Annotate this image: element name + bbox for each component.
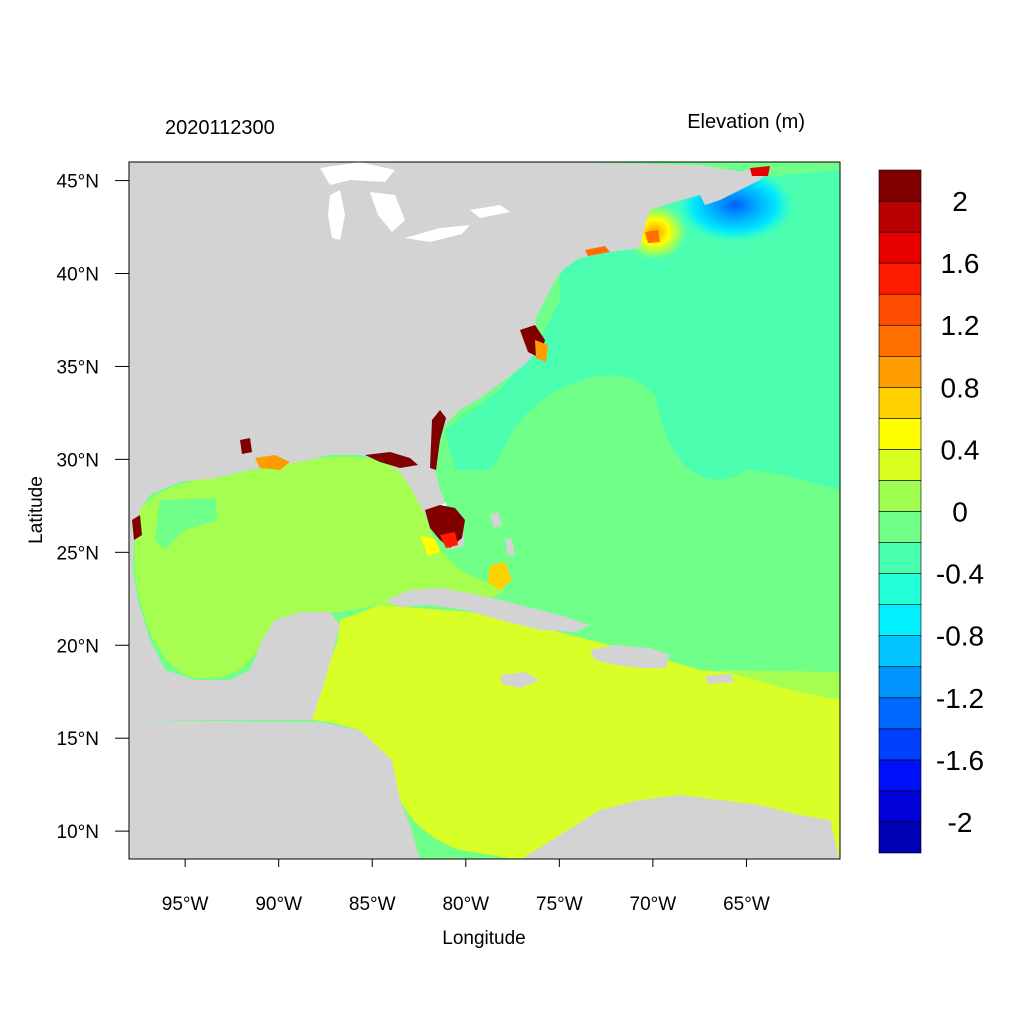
colorbar-swatch bbox=[879, 822, 921, 853]
colorbar-swatch bbox=[879, 449, 921, 480]
x-tick-label: 95°W bbox=[162, 894, 209, 915]
y-tick-label: 25°N bbox=[57, 543, 99, 564]
x-tick-label: 75°W bbox=[536, 894, 583, 915]
colorbar-swatch bbox=[879, 729, 921, 760]
colorbar-swatch bbox=[879, 201, 921, 232]
colorbar-swatch bbox=[879, 574, 921, 605]
colorbar-swatch bbox=[879, 294, 921, 325]
colorbar-label: -0.8 bbox=[936, 621, 984, 652]
colorbar-swatch bbox=[879, 636, 921, 667]
y-axis-label: Latitude bbox=[26, 476, 47, 544]
y-tick-label: 35°N bbox=[57, 357, 99, 378]
x-tick-label: 70°W bbox=[630, 894, 677, 915]
y-tick-label: 15°N bbox=[57, 729, 99, 750]
colorbar-label: 0.8 bbox=[941, 372, 980, 403]
x-tick-label: 65°W bbox=[723, 894, 770, 915]
colorbar-swatch bbox=[879, 480, 921, 511]
colorbar-swatch bbox=[879, 698, 921, 729]
colorbar-label: 1.6 bbox=[941, 248, 980, 279]
colorbar-label: -2 bbox=[948, 807, 973, 838]
colorbar-swatch bbox=[879, 605, 921, 636]
colorbar-swatch bbox=[879, 263, 921, 294]
colorbar: 2 1.6 1.2 0.8 0.4 0 -0.4 -0.8 -1.2 -1.6 -2 bbox=[879, 170, 984, 853]
colorbar-label: 1.2 bbox=[941, 310, 980, 341]
map-plot-area bbox=[129, 162, 840, 860]
colorbar-swatch bbox=[879, 667, 921, 698]
colorbar-label: 2 bbox=[952, 186, 968, 217]
colorbar-swatch bbox=[879, 232, 921, 263]
colorbar-swatch bbox=[879, 512, 921, 543]
y-tick-label: 30°N bbox=[57, 450, 99, 471]
colorbar-label: -1.6 bbox=[936, 745, 984, 776]
colorbar-swatch bbox=[879, 387, 921, 418]
colorbar-swatch bbox=[879, 325, 921, 356]
y-tick-label: 20°N bbox=[57, 636, 99, 657]
colorbar-swatch bbox=[879, 418, 921, 449]
surge-louisiana-red bbox=[240, 438, 252, 454]
x-axis-label: Longitude bbox=[442, 928, 525, 949]
colorbar-swatch bbox=[879, 791, 921, 822]
run-id-label: 2020112300 bbox=[165, 117, 275, 139]
y-tick-label: 40°N bbox=[57, 265, 99, 286]
colorbar-swatch bbox=[879, 356, 921, 387]
colorbar-label: 0 bbox=[952, 497, 968, 528]
colorbar-label: -0.4 bbox=[936, 559, 984, 590]
x-tick-label: 80°W bbox=[442, 894, 489, 915]
x-tick-label: 85°W bbox=[349, 894, 396, 915]
y-tick-label: 45°N bbox=[57, 172, 99, 193]
x-tick-label: 90°W bbox=[255, 894, 302, 915]
y-axis: 45°N 40°N 35°N 30°N 25°N 20°N 15°N 10°N bbox=[57, 172, 129, 844]
x-axis: 95°W 90°W 85°W 80°W 75°W 70°W 65°W bbox=[162, 859, 770, 915]
colorbar-swatch bbox=[879, 543, 921, 574]
colorbar-swatch bbox=[879, 170, 921, 201]
colorbar-swatch bbox=[879, 760, 921, 791]
colorbar-label: -1.2 bbox=[936, 683, 984, 714]
variable-label: Elevation (m) bbox=[687, 111, 805, 133]
colorbar-label: 0.4 bbox=[941, 434, 980, 465]
y-tick-label: 10°N bbox=[57, 822, 99, 843]
